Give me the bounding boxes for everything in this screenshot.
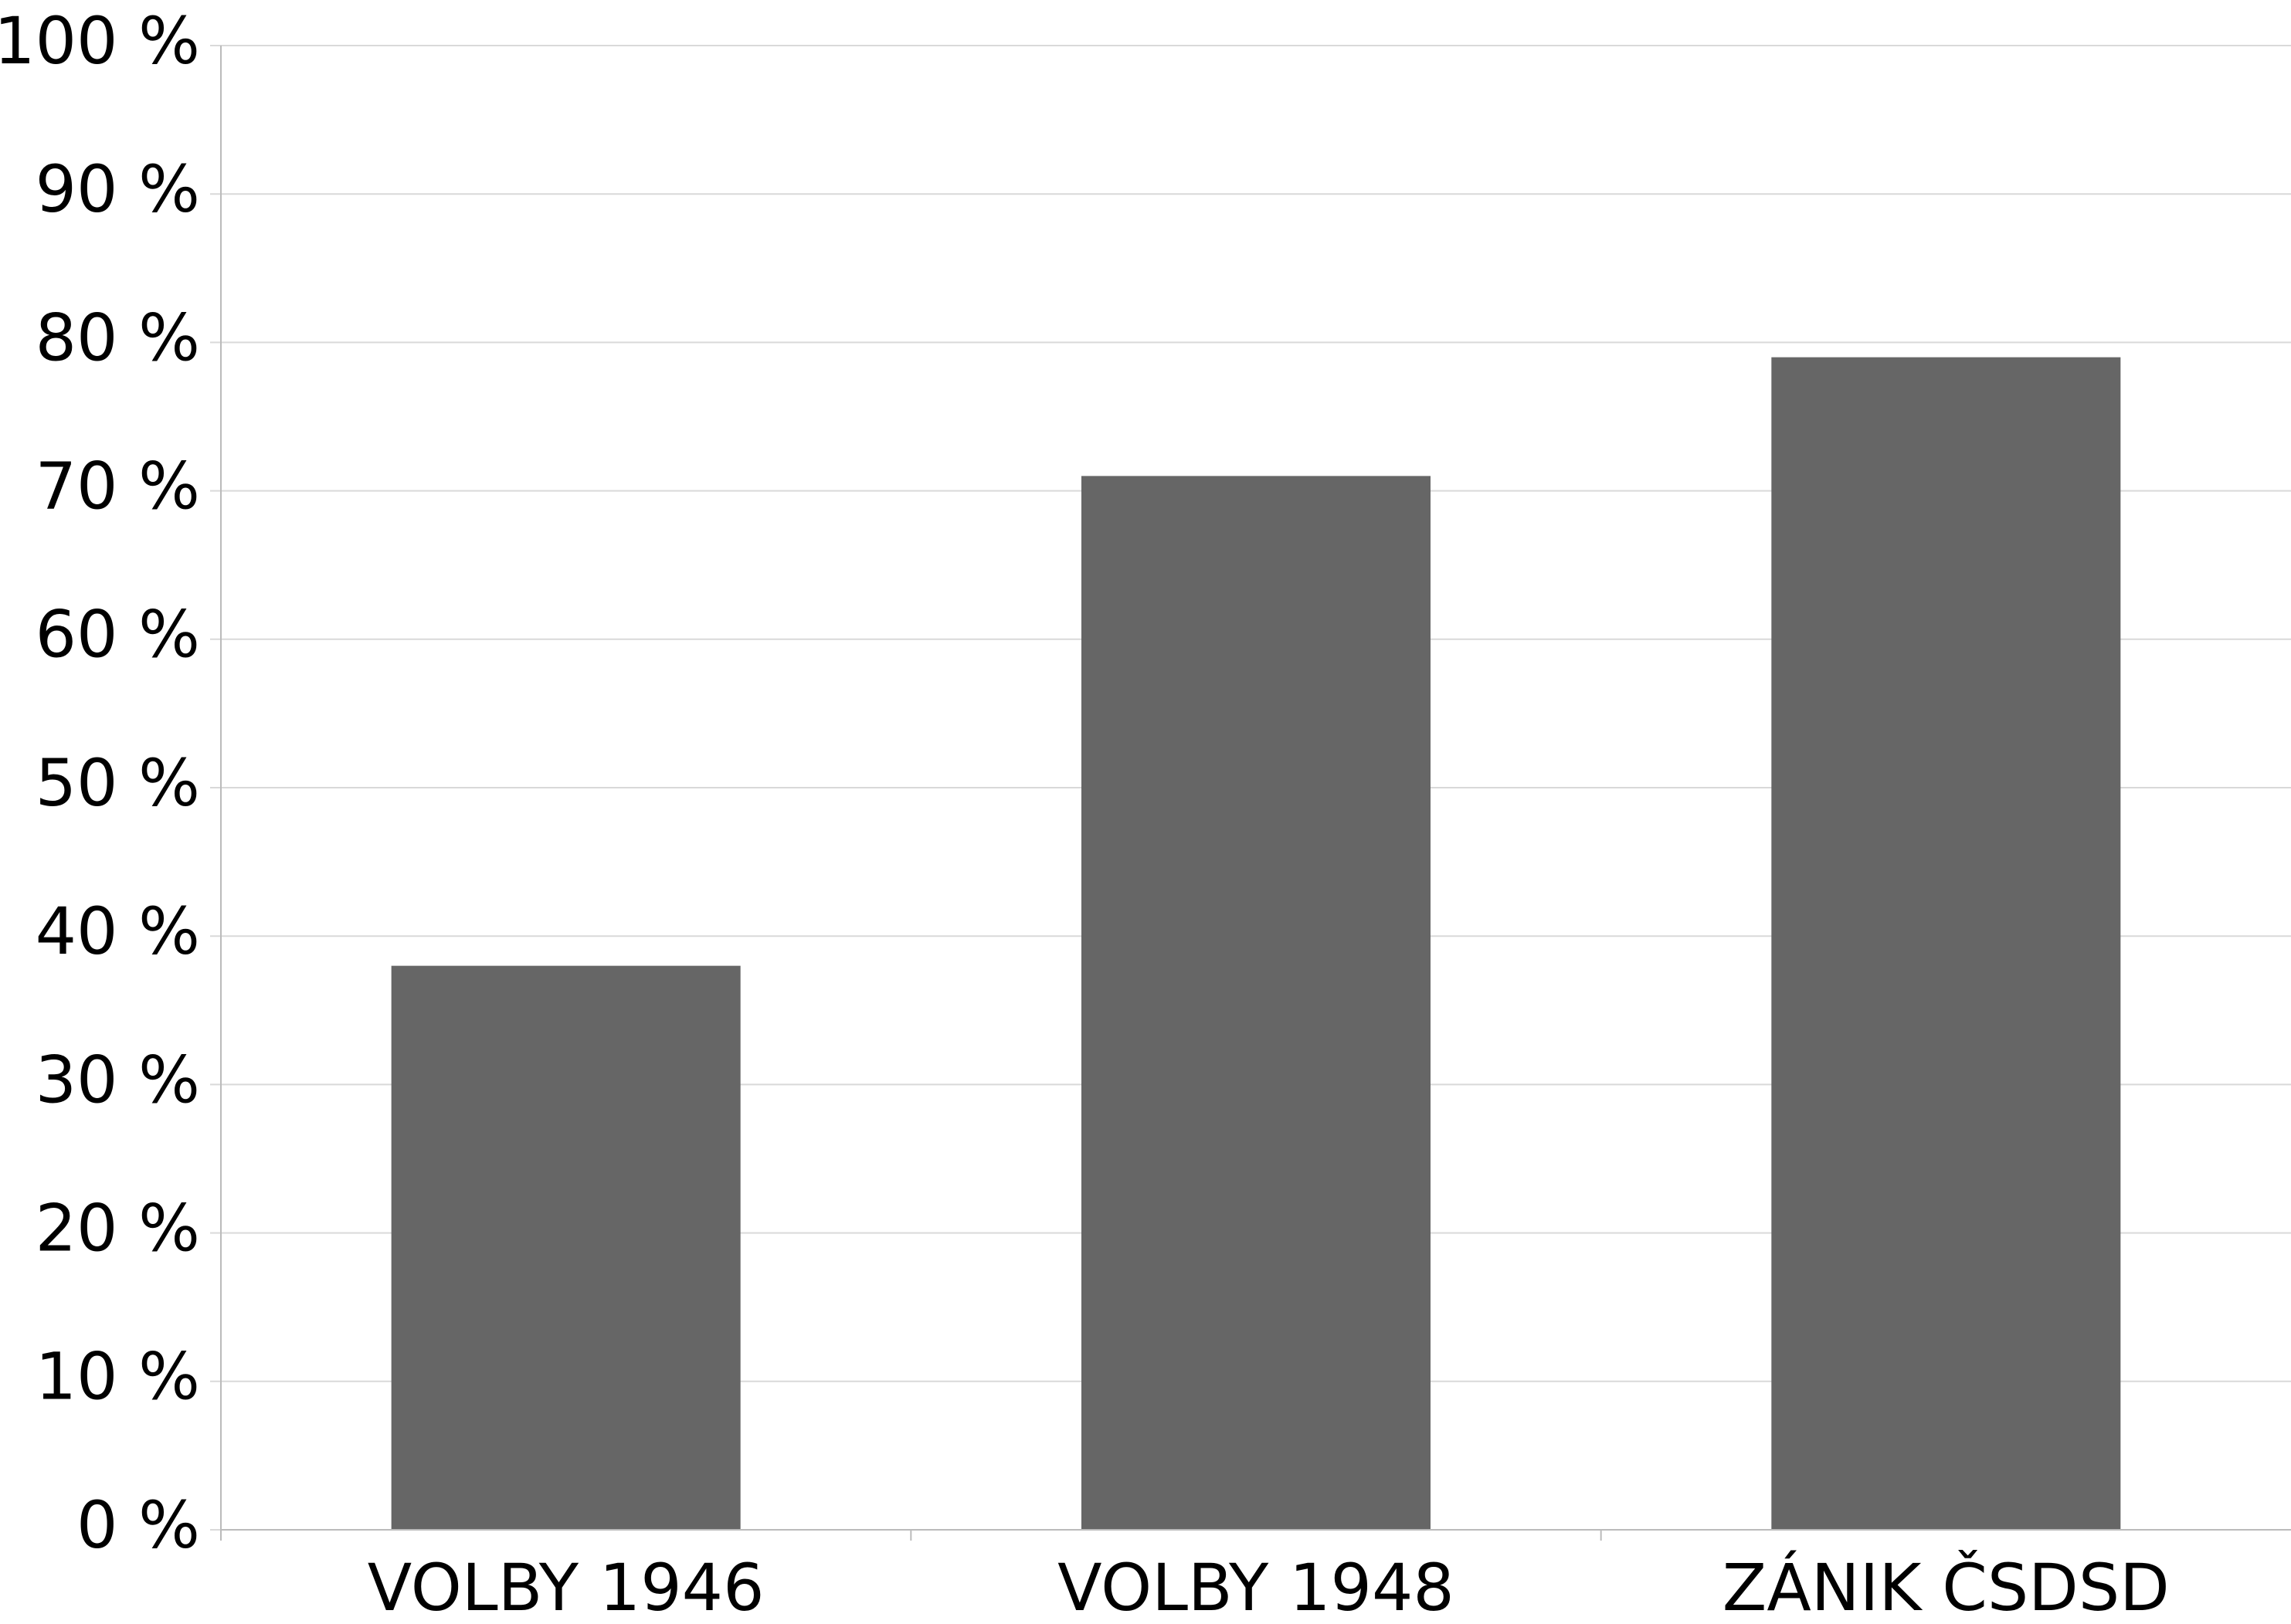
y-tick-label: 80 % xyxy=(36,300,200,375)
bar xyxy=(1081,476,1431,1530)
y-tick-label: 40 % xyxy=(36,893,200,969)
y-tick-label: 90 % xyxy=(36,151,200,227)
bar xyxy=(1771,357,2121,1530)
y-tick-label: 60 % xyxy=(36,597,200,673)
y-tick-label: 0 % xyxy=(76,1487,200,1563)
x-tick-label: VOLBY 1946 xyxy=(368,1550,765,1624)
y-tick-label: 30 % xyxy=(36,1042,200,1117)
y-tick-label: 70 % xyxy=(36,449,200,524)
x-tick-label: VOLBY 1948 xyxy=(1057,1550,1454,1624)
y-tick-label: 100 % xyxy=(0,3,200,79)
y-tick-label: 50 % xyxy=(36,745,200,821)
bar xyxy=(391,965,741,1530)
y-tick-label: 20 % xyxy=(36,1191,200,1266)
y-tick-label: 10 % xyxy=(36,1339,200,1415)
x-tick-label: ZÁNIK ČSDSD xyxy=(1722,1550,2170,1624)
